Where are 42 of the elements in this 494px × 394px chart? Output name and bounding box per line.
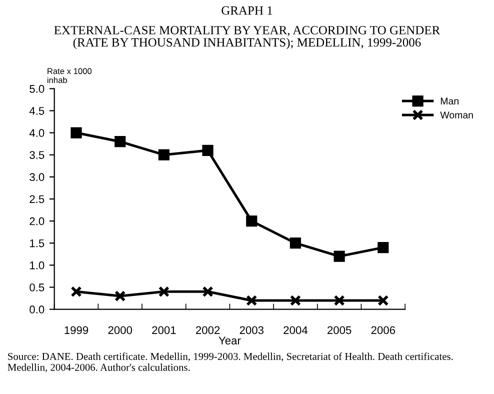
point (334, 250, 345, 262)
x-axis-title: Year (218, 336, 241, 344)
y-tick-label: 4.0 (29, 129, 44, 137)
legend-label: Man (440, 98, 458, 105)
point (158, 286, 170, 298)
point (334, 294, 345, 306)
point (246, 294, 258, 306)
point (246, 215, 258, 227)
x-tick-label: 1999 (64, 326, 88, 334)
x-tick-label: 2004 (284, 326, 308, 334)
y-tick-label: 0.5 (30, 283, 44, 292)
x-tick-label: 2000 (108, 326, 132, 334)
point (70, 286, 82, 298)
y-tick-label: 3.0 (30, 173, 44, 182)
point (202, 144, 214, 156)
chart-title: GRAPH 1 (222, 6, 272, 15)
chart-subtitle: EXTERNAL-CASE MORTALITY BY YEAR, ACCORDING TO GENDER (RATE BY THOUSAND INHABITANTS); MEDELLIN, 1999-2006 (54, 26, 440, 50)
x-tick-label: 2001 (152, 326, 176, 334)
x-tick-label: 2002 (196, 326, 220, 334)
legend-label: Woman (440, 112, 473, 118)
y-tick-label: 0.0 (30, 306, 44, 314)
point (114, 136, 126, 148)
point (290, 238, 302, 249)
y-tick-label: 2.5 (30, 195, 44, 204)
point (378, 242, 389, 254)
point (378, 294, 389, 306)
y-tick-label: 1.5 (30, 239, 44, 248)
point (70, 127, 82, 138)
point (114, 290, 126, 302)
x-tick-label: 2003 (240, 326, 264, 334)
y-tick-label: 1.0 (30, 261, 44, 270)
y-tick-label: 4.5 (29, 107, 44, 115)
y-tick-label: 5.0 (30, 84, 44, 93)
point (158, 149, 170, 160)
point (202, 286, 214, 298)
y-tick-label: 3.5 (30, 151, 44, 159)
y-axis-title: Rate x 1000 inhab (47, 68, 92, 84)
x-tick-label: 2005 (328, 326, 352, 334)
x-tick-label: 2006 (371, 326, 396, 334)
point (290, 294, 302, 306)
source-note: Source: DANE. Death certificate. Medellin, 1999-2003. Medellin, Secretariat of Health. Death certificates. Medellin, 2004-2006. Author's calculations. (8, 352, 453, 372)
y-tick-label: 2.0 (30, 217, 44, 226)
